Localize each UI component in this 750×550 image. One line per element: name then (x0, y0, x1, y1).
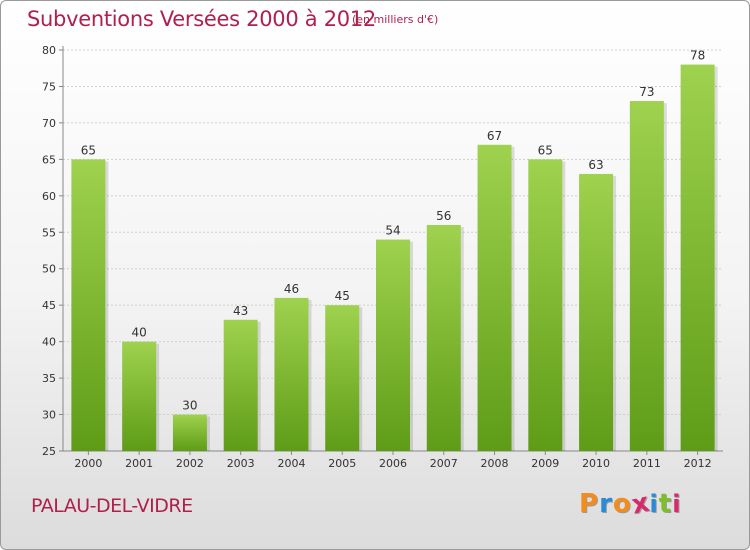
bar-2003 (223, 319, 258, 451)
y-tick-label: 50 (42, 263, 56, 276)
commune-name: PALAU-DEL-VIDRE (31, 495, 193, 517)
x-tick-label: 2009 (531, 457, 559, 470)
bar-2012 (680, 64, 715, 451)
bar-2000 (71, 159, 106, 451)
data-label: 78 (690, 49, 705, 63)
x-tick-label: 2010 (582, 457, 610, 470)
data-label: 40 (132, 326, 147, 340)
x-tick-label: 2003 (227, 457, 255, 470)
data-label: 67 (487, 129, 502, 143)
x-tick-label: 2006 (379, 457, 407, 470)
brand-letter: r (599, 489, 613, 519)
chart-subtitle: (en milliers d'€) (352, 13, 439, 26)
bar-2011 (629, 101, 664, 451)
brand-logo: Proxiti (579, 487, 682, 520)
data-label: 63 (588, 158, 603, 172)
x-tick-label: 2001 (125, 457, 153, 470)
x-tick-label: 2011 (633, 457, 661, 470)
brand-letter: o (612, 489, 632, 519)
brand-letter: P (579, 489, 600, 519)
data-label: 73 (639, 85, 654, 99)
x-tick-label: 2000 (74, 457, 102, 470)
label-layer: 25 30 35 40 45 50 55 60 65 70 75 80 65 2000 40 2001 30 20… (42, 44, 712, 470)
data-label: 65 (81, 143, 96, 157)
bar-2006 (376, 239, 410, 451)
y-tick-label: 30 (42, 409, 56, 422)
bar-2009 (528, 159, 563, 451)
brand-letter: i (649, 490, 659, 518)
x-tick-label: 2004 (277, 457, 305, 470)
y-tick-label: 40 (42, 336, 56, 349)
bar-2004 (274, 297, 309, 451)
data-label: 54 (385, 224, 400, 238)
y-tick-label: 70 (42, 117, 56, 130)
x-tick-label: 2002 (176, 457, 204, 470)
brand-letter: t (658, 489, 673, 519)
bar-2002 (172, 414, 207, 451)
bar-2001 (122, 341, 157, 451)
data-label: 65 (538, 143, 553, 157)
x-tick-label: 2007 (430, 457, 458, 470)
data-label: 46 (284, 282, 299, 296)
y-tick-label: 45 (42, 299, 56, 312)
y-tick-label: 35 (42, 372, 56, 385)
data-label: 30 (182, 399, 197, 413)
x-tick-label: 2008 (481, 457, 509, 470)
y-tick-label: 55 (42, 226, 56, 239)
x-tick-label: 2012 (684, 457, 712, 470)
bar-2007 (426, 224, 461, 451)
y-tick-label: 75 (42, 80, 56, 93)
data-label: 56 (436, 209, 451, 223)
chart-title: Subventions Versées 2000 à 2012 (27, 7, 376, 31)
data-label: 45 (335, 289, 350, 303)
bar-2010 (579, 173, 614, 452)
bar-2005 (325, 305, 360, 451)
bar-2008 (477, 144, 512, 452)
y-tick-label: 65 (42, 153, 56, 166)
x-tick-label: 2005 (328, 457, 356, 470)
bar-layer (71, 64, 718, 452)
brand-letter: i (672, 490, 682, 518)
y-tick-label: 60 (42, 190, 56, 203)
data-label: 43 (233, 304, 248, 318)
y-tick-label: 80 (42, 44, 56, 57)
y-tick-label: 25 (42, 445, 56, 458)
